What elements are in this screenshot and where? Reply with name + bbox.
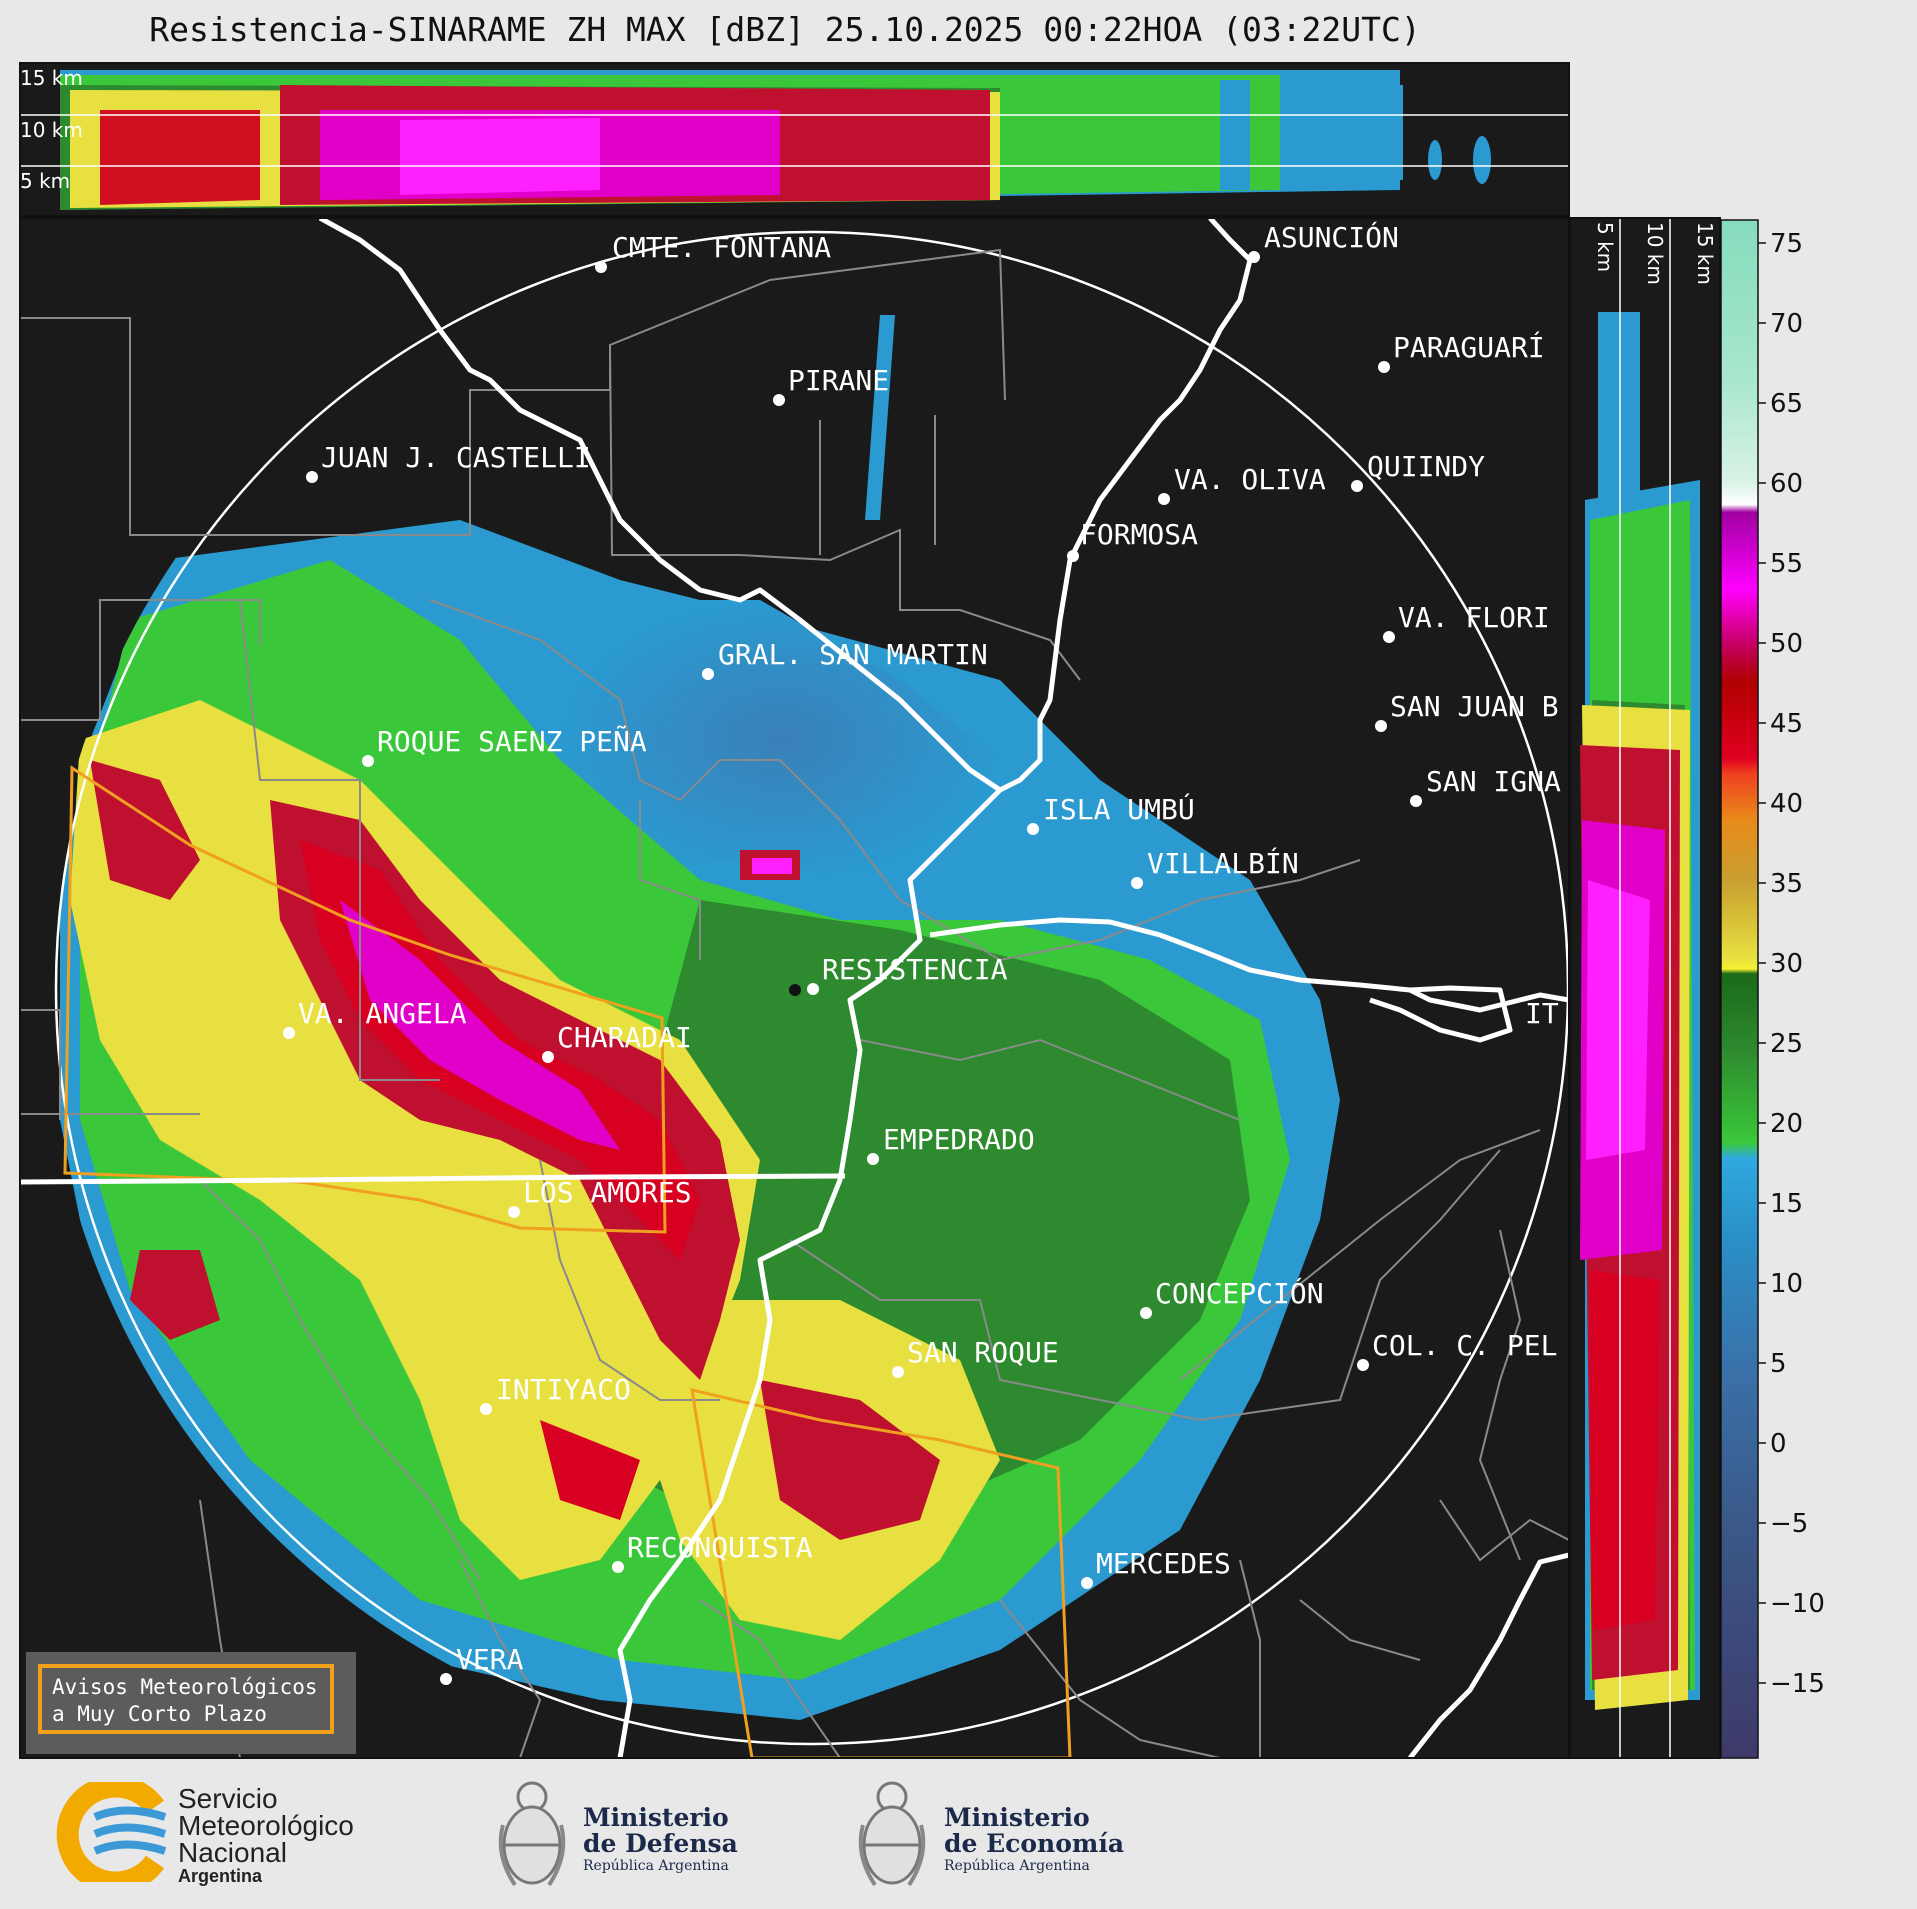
- defensa-logo-line2: de Defensa: [583, 1829, 738, 1858]
- city-label-col-c-pel: COL. C. PEL: [1372, 1329, 1557, 1362]
- colorbar-tick-label: 25: [1770, 1029, 1803, 1059]
- city-label-juan-j-castelli: JUAN J. CASTELLI: [321, 441, 591, 474]
- city-label-quiindy: QUIINDY: [1367, 450, 1485, 483]
- colorbar-tick-label: −15: [1770, 1669, 1825, 1699]
- colorbar-tick-label: 5: [1770, 1349, 1787, 1379]
- city-label-asuncion: ASUNCIÓN: [1264, 220, 1399, 254]
- smn-logo-line2: Meteorológico: [178, 1810, 354, 1841]
- top-height-profile: [19, 62, 1570, 217]
- city-label-san-roque: SAN ROQUE: [907, 1336, 1059, 1369]
- smn-logo-icon: [56, 1782, 167, 1882]
- smn-logo-line4: Argentina: [178, 1866, 263, 1886]
- colorbar-tick-label: 60: [1770, 469, 1803, 499]
- defensa-logo-text: Ministerio de Defensa República Argentin…: [583, 1805, 738, 1875]
- top-profile-label-5km: 5 km: [20, 169, 70, 193]
- city-label-cmte-fontana: CMTE. FONTANA: [612, 231, 831, 264]
- smn-logo-line1: Servicio: [178, 1783, 278, 1814]
- department-boundaries: [20, 248, 1569, 1758]
- warnings-legend-line1: Avisos Meteorológicos: [52, 1675, 318, 1699]
- colorbar-tick-label: 20: [1770, 1109, 1803, 1139]
- colorbar-tick-label: 0: [1770, 1429, 1787, 1459]
- city-label-san-igna: SAN IGNA: [1426, 765, 1561, 798]
- colorbar-tick-label: 30: [1770, 949, 1803, 979]
- city-label-roque-saenz-pena: ROQUE SAENZ PEÑA: [377, 724, 647, 758]
- colorbar-tick-label: 70: [1770, 309, 1803, 339]
- city-label-intiyaco: INTIYACO: [496, 1373, 631, 1406]
- colorbar-tick-label: 75: [1770, 229, 1803, 259]
- city-label-pirane: PIRANE: [788, 364, 889, 397]
- colorbar-tick-label: 50: [1770, 629, 1803, 659]
- smn-logo-text: Servicio Meteorológico Nacional Argentin…: [178, 1783, 354, 1887]
- warnings-legend-frame: Avisos Meteorológicos a Muy Corto Plazo: [38, 1664, 334, 1734]
- city-label-resistencia: RESISTENCIA: [822, 953, 1008, 986]
- economia-logo-line1: Ministerio: [944, 1803, 1090, 1832]
- city-label-concepcion: CONCEPCIÓN: [1155, 1276, 1324, 1310]
- top-profile-label-10km: 10 km: [20, 118, 83, 142]
- map-title: Resistencia-SINARAME ZH MAX [dBZ] 25.10.…: [149, 10, 1421, 49]
- city-label-reconquista: RECONQUISTA: [627, 1531, 813, 1564]
- colorbar-tick-label: −10: [1770, 1589, 1825, 1619]
- economia-logo-text: Ministerio de Economía República Argenti…: [944, 1805, 1124, 1875]
- colorbar-tick-label: 45: [1770, 709, 1803, 739]
- city-label-charadai: CHARADAI: [557, 1021, 692, 1054]
- city-label-los-amores: LOS AMORES: [523, 1176, 692, 1209]
- economia-logo-line2: de Economía: [944, 1829, 1125, 1858]
- economia-logo-line3: República Argentina: [944, 1858, 1090, 1874]
- colorbar-tick-label: 10: [1770, 1269, 1803, 1299]
- defensa-logo-line1: Ministerio: [583, 1803, 729, 1832]
- side-profile-label-15km: 15 km: [1693, 222, 1717, 285]
- city-label-it: IT: [1525, 997, 1559, 1030]
- rivers-borders: [20, 218, 1569, 1758]
- colorbar-tick-label: 15: [1770, 1189, 1803, 1219]
- side-profile-label-5km: 5 km: [1593, 222, 1617, 272]
- city-label-va-angela: VA. ANGELA: [298, 997, 467, 1030]
- city-label-villalbin: VILLALBÍN: [1147, 846, 1299, 880]
- colorbar-tick-label: −5: [1770, 1509, 1808, 1539]
- side-height-profile: [1569, 217, 1721, 1759]
- city-markers: [283, 251, 1422, 1685]
- colorbar-tick-label: 35: [1770, 869, 1803, 899]
- city-label-va-oliva: VA. OLIVA: [1174, 463, 1326, 496]
- top-profile-label-15km: 15 km: [20, 66, 83, 90]
- city-label-va-flori: VA. FLORI: [1398, 601, 1550, 634]
- coat-of-arms-icon-2: [858, 1781, 926, 1887]
- city-label-mercedes: MERCEDES: [1096, 1547, 1231, 1580]
- reflectivity-field: [60, 315, 1340, 1720]
- colorbar-tick-label: 65: [1770, 389, 1803, 419]
- city-label-paraguari: PARAGUARÍ: [1393, 330, 1545, 364]
- warnings-legend-line2: a Muy Corto Plazo: [52, 1702, 267, 1726]
- defensa-logo-line3: República Argentina: [583, 1858, 729, 1874]
- city-label-isla-umbu: ISLA UMBÚ: [1043, 792, 1195, 826]
- colorbar-tick-label: 40: [1770, 789, 1803, 819]
- smn-logo-line3: Nacional: [178, 1837, 287, 1868]
- side-profile-label-10km: 10 km: [1643, 222, 1667, 285]
- radar-site-marker: [789, 984, 801, 996]
- colorbar-tick-label: 55: [1770, 549, 1803, 579]
- warnings-legend-box[interactable]: Avisos Meteorológicos a Muy Corto Plazo: [26, 1652, 356, 1754]
- city-label-san-juan-b: SAN JUAN B: [1390, 690, 1559, 723]
- coat-of-arms-icon: [498, 1781, 566, 1887]
- city-label-empedrado: EMPEDRADO: [883, 1123, 1035, 1156]
- city-label-vera: VERA: [456, 1643, 524, 1676]
- city-label-formosa: FORMOSA: [1080, 518, 1198, 551]
- city-label-gral-san-martin: GRAL. SAN MARTIN: [718, 638, 988, 671]
- radar-map: CMTE. FONTANA ASUNCIÓN PIRANE PARAGUARÍ …: [20, 218, 1569, 1758]
